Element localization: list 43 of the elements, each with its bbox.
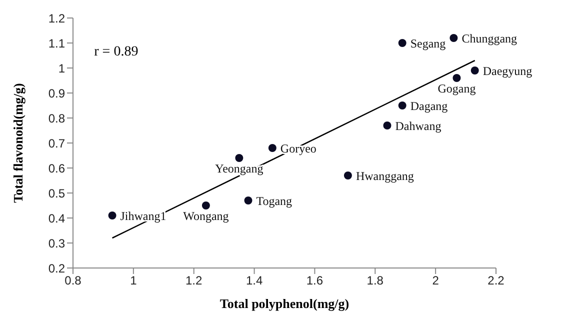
annotation: Dahwang [395,118,442,133]
annotation: Wongang [183,209,229,224]
point [398,102,406,110]
point [235,154,244,162]
x-tick-label: 1.2 [186,274,203,288]
annotation: Segang [410,36,446,50]
annotation: Hwanggang [356,168,414,183]
annotation: Dagang [410,98,448,113]
y-tick-label: 0.9 [48,86,66,100]
x-tick-label: 1.4 [246,274,263,288]
x-axis-title: Total polyphenol(mg/g) [220,296,350,311]
annotation: r = 0.89 [94,44,138,60]
point [470,66,479,74]
annotation: Chunggang [462,31,518,46]
point [268,144,276,152]
annotation: Daegyung [482,64,532,78]
point [202,202,210,210]
x-tick-label: 1 [130,274,138,288]
y-tick-label: 1.1 [48,36,66,50]
y-tick-label: 1.2 [48,11,66,26]
y-tick-label: 0.6 [48,161,66,176]
y-tick-label: 0.4 [48,211,66,226]
x-tick-label: 1.6 [306,274,324,288]
point [398,39,406,47]
point [452,74,461,82]
x-tick-label: 1.8 [366,274,384,288]
x-tick-label: 2.2 [488,274,505,288]
y-tick-label: 1 [58,61,66,76]
x-tick-label: 0.8 [64,274,82,288]
point [450,34,458,42]
point [244,196,252,204]
point [344,172,352,180]
annotation: Togang [256,194,292,208]
annotation: Gogang [438,82,476,96]
x-tick-label: 2 [432,274,440,288]
point [383,122,392,130]
y-tick-label: 0.3 [48,236,66,250]
y-axis-title: Total flavonoid(mg/g) [10,83,26,203]
point [108,212,116,220]
y-tick-label: 0.2 [48,261,66,276]
y-tick-label: 0.8 [48,111,66,126]
y-tick-label: 0.5 [48,186,66,200]
y-tick-label: 0.7 [48,136,66,150]
